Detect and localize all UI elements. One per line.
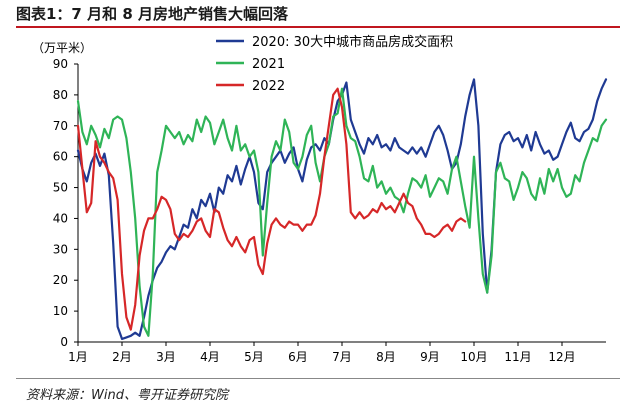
y-tick-label: 70 <box>53 119 68 133</box>
x-tick-label: 8月 <box>376 350 396 364</box>
y-tick-label: 80 <box>53 88 68 102</box>
x-tick-label: 10月 <box>460 350 487 364</box>
y-tick-label: 50 <box>53 181 68 195</box>
x-tick-label: 12月 <box>548 350 575 364</box>
source-note: 资料来源：Wind、粤开证券研究院 <box>26 388 228 403</box>
x-tick-label: 6月 <box>288 350 308 364</box>
x-tick-label: 11月 <box>504 350 531 364</box>
legend-label: 2022 <box>252 79 285 94</box>
series-line-2021 <box>76 87 608 337</box>
x-tick-label: 4月 <box>200 350 220 364</box>
y-tick-label: 30 <box>53 242 68 256</box>
legend-label: 2020: 30大中城市商品房成交面积 <box>252 34 453 50</box>
title-divider <box>16 26 620 28</box>
series-line-2022 <box>76 87 467 331</box>
x-tick-label: 2月 <box>112 350 132 364</box>
x-tick-label: 3月 <box>156 350 176 364</box>
y-tick-label: 40 <box>53 211 68 225</box>
x-tick-label: 7月 <box>332 350 352 364</box>
legend-label: 2021 <box>252 57 285 72</box>
x-tick-label: 1月 <box>68 350 88 364</box>
x-tick-label: 5月 <box>244 350 264 364</box>
y-axis-unit: （万平米） <box>32 41 92 55</box>
y-tick-label: 90 <box>53 57 68 71</box>
series-layer <box>76 78 608 340</box>
source-divider <box>16 378 620 379</box>
y-tick-label: 60 <box>53 150 68 164</box>
legend: 2020: 30大中城市商品房成交面积 2021 2022 <box>216 34 453 94</box>
chart-title: 图表1：7 月和 8 月房地产销售大幅回落 <box>16 5 288 23</box>
axes: 0 10 20 30 40 50 60 70 80 90 （万平米） 1月 2月 3月 4月 5月 6月 7月 8月… <box>32 41 606 364</box>
y-tick-label: 20 <box>53 273 68 287</box>
x-tick-label: 9月 <box>420 350 440 364</box>
y-tick-label: 0 <box>60 335 68 349</box>
y-tick-label: 10 <box>53 304 68 318</box>
